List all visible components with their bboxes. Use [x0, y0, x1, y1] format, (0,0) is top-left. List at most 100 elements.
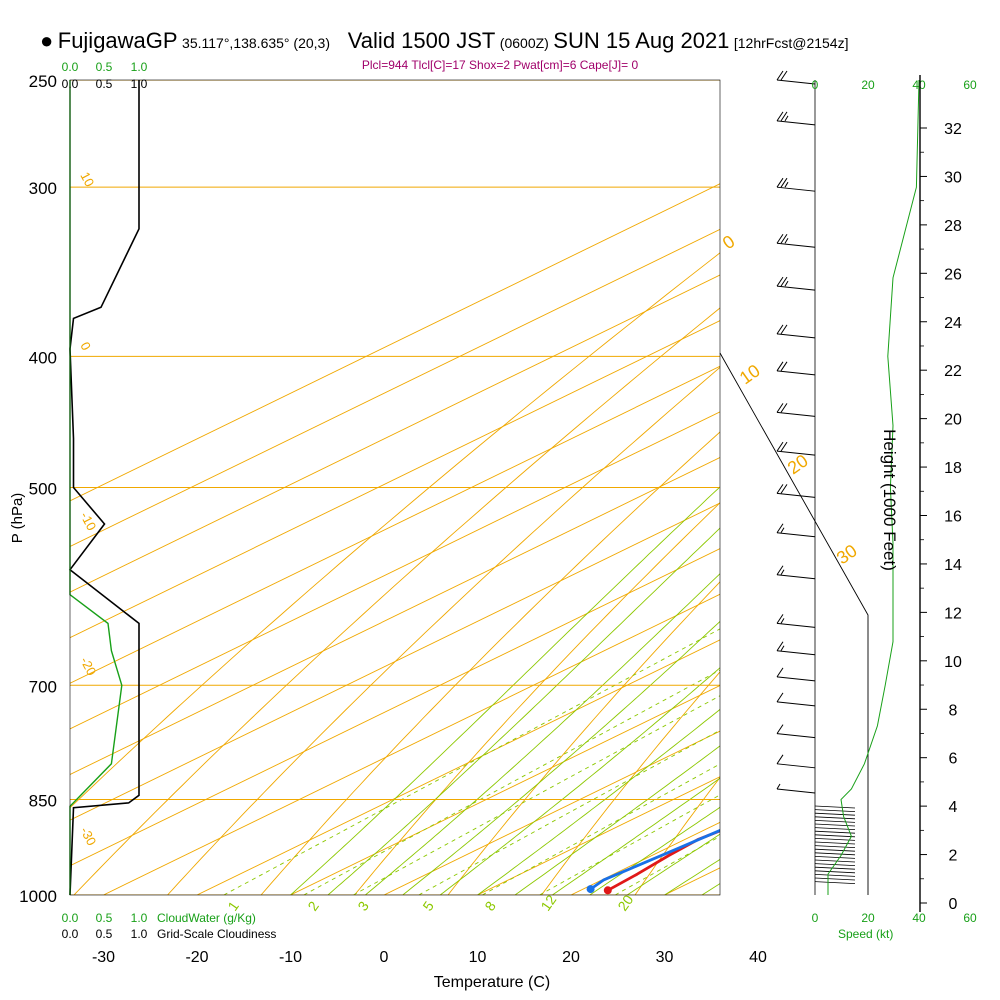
dry-adiabat-line	[822, 56, 1000, 895]
barb-staff	[776, 186, 816, 192]
wind-barb-lowlevel	[814, 848, 856, 852]
dry-adiabat-line	[70, 252, 720, 809]
wind-barb-lowlevel	[814, 823, 856, 827]
isotherm-label: -20	[77, 654, 99, 678]
temperature-surface-marker	[603, 886, 612, 895]
dry-adiabat-line	[73, 307, 720, 895]
wind-barb-lowlevel	[814, 856, 856, 859]
dry-adiabat-line	[260, 431, 720, 895]
wind-barb	[776, 177, 816, 192]
height-tick-label: 16	[944, 509, 962, 526]
barb-flag	[776, 641, 784, 651]
speed-line	[827, 79, 920, 895]
cloudwater-line	[69, 80, 123, 895]
speed-tick-top: 60	[963, 78, 977, 92]
barb-flag	[776, 692, 784, 703]
wind-barb-lowlevel	[814, 881, 856, 884]
height-tick-label: 28	[944, 218, 962, 235]
height-tick-label: 8	[949, 702, 958, 719]
dry-adiabat-label: 30	[833, 540, 861, 568]
cloudwater-tick-top: 1.0	[131, 60, 148, 74]
wind-barb	[776, 111, 816, 126]
mixing-ratio-label: 8	[481, 898, 499, 914]
temperature-tick-label: -30	[92, 949, 115, 966]
wind-barb-lowlevel	[814, 838, 856, 841]
isotherm-label: -30	[77, 824, 99, 848]
dry-adiabat-line	[354, 502, 720, 895]
wind-barb	[776, 754, 816, 769]
valid-date: SUN 15 Aug 2021	[553, 28, 730, 53]
barb-staff	[776, 242, 816, 248]
wind-barb	[776, 614, 816, 628]
barb-staff	[776, 788, 816, 794]
wind-barb	[776, 692, 816, 707]
wind-barb	[776, 403, 816, 417]
barb-flag	[780, 484, 788, 494]
mixing-ratio-label: 3	[354, 898, 372, 914]
wind-barb-lowlevel	[814, 805, 856, 809]
barb-flag	[776, 233, 784, 244]
temperature-tick-label: 0	[380, 949, 389, 966]
wind-barb	[776, 484, 816, 498]
barb-flag	[776, 441, 784, 452]
speed-tick-top: 40	[912, 78, 926, 92]
pressure-tick-label: 700	[29, 677, 57, 696]
wind-barb	[776, 441, 816, 456]
barb-flag	[776, 484, 784, 494]
cloudwater-tick-top: 0.5	[96, 60, 113, 74]
cloudwater-tick-top: 0.0	[62, 60, 79, 74]
moist-adiabat-line	[402, 620, 720, 895]
axes: Temperature (C) P (hPa) Height (1000 Fee…	[9, 60, 977, 991]
barb-flag	[776, 70, 784, 81]
wind-barb	[776, 783, 816, 794]
pressure-tick-label: 1000	[19, 887, 57, 906]
valid-utc: (0600Z)	[499, 35, 549, 51]
pressure-tick-label: 850	[29, 791, 57, 810]
height-tick-label: 20	[944, 412, 962, 429]
temperature-tick-label: -10	[279, 949, 302, 966]
isotherm-label: 10	[77, 169, 97, 189]
wind-barb-lowlevel	[814, 859, 856, 863]
barb-flag	[776, 276, 784, 287]
moist-adiabat-line	[701, 883, 720, 895]
dry-adiabat-line	[541, 671, 720, 895]
barb-flag	[780, 70, 788, 81]
cloudwater-tick-bottom: 0.0	[62, 911, 79, 925]
moist-adiabat-line	[290, 486, 720, 895]
mixing-ratio-line	[614, 835, 720, 895]
isotherm-label: 0	[77, 339, 94, 352]
barb-half-flag	[776, 783, 781, 790]
isotherm-line	[945, 80, 1000, 895]
barb-flag	[776, 324, 784, 335]
height-tick-label: 14	[944, 557, 962, 574]
barb-flag	[780, 177, 788, 188]
barb-staff	[776, 492, 816, 498]
height-tick-label: 32	[944, 121, 962, 138]
cloudiness-axis-label: Grid-Scale Cloudiness	[157, 927, 276, 941]
mixing-ratio-line	[353, 695, 720, 895]
barb-flag	[780, 276, 788, 287]
height-tick-label: 4	[949, 799, 958, 816]
y-axis-label: P (hPa)	[9, 493, 26, 544]
pressure-tick-label: 300	[29, 179, 57, 198]
isotherm-line	[70, 502, 720, 821]
wind-barb-lowlevel	[814, 816, 856, 820]
barb-flag	[780, 403, 788, 413]
barb-flag	[776, 724, 784, 734]
dry-adiabat-line	[447, 581, 720, 895]
speed-tick-top: 0	[812, 78, 819, 92]
isotherm-line	[758, 80, 1000, 895]
temperature-tick-label: 40	[749, 949, 767, 966]
dry-adiabat-line	[167, 366, 720, 895]
height-tick-label: 18	[944, 460, 962, 477]
plot-frame	[69, 79, 721, 896]
height-axis-label: Height (1000 Feet)	[880, 429, 899, 571]
barb-staff	[776, 370, 816, 376]
chart-header: ● FujigawaGP 35.117°,138.635° (20,3) Val…	[40, 28, 1000, 58]
barb-flag	[780, 361, 788, 372]
height-tick-label: 2	[949, 848, 958, 865]
wind-barb	[776, 324, 816, 339]
barb-flag	[776, 403, 784, 413]
wind-barb-lowlevel	[814, 809, 856, 812]
